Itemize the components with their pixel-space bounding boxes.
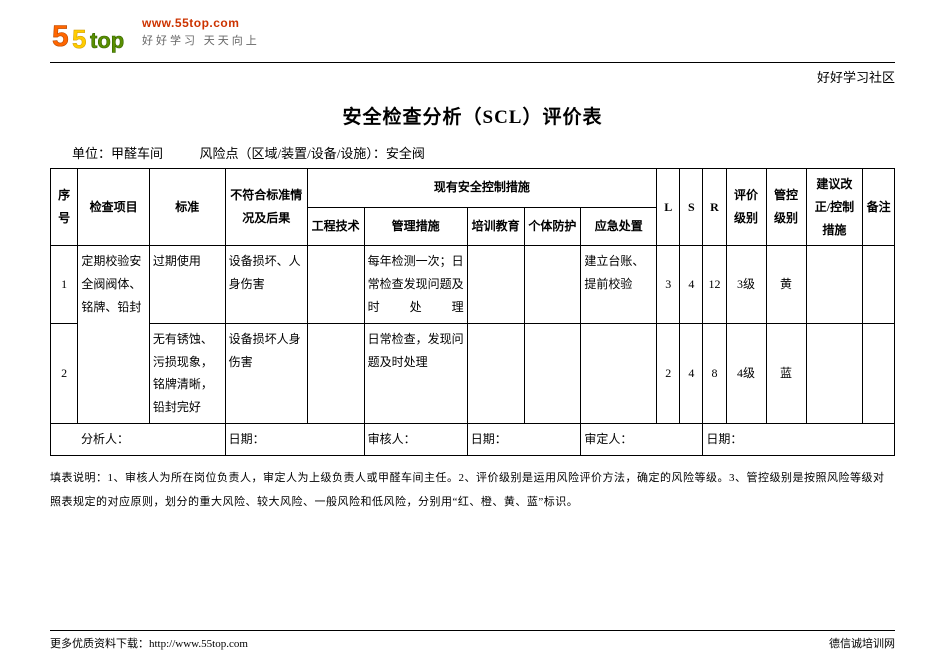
unit-label: 单位： <box>72 146 111 161</box>
cell-suggest <box>806 323 863 423</box>
col-eval-level: 评价级别 <box>726 169 766 246</box>
col-nonconform: 不符合标准情况及后果 <box>225 169 307 246</box>
logo-slogan: 好好学习 天天向上 <box>142 32 260 48</box>
cell-emerg: 建立台账、提前校验 <box>581 246 657 323</box>
cell-r: 12 <box>703 246 726 323</box>
svg-text:5: 5 <box>52 20 69 53</box>
scl-table: 序号 检查项目 标准 不符合标准情况及后果 现有安全控制措施 L S R 评价级… <box>50 168 895 456</box>
col-mgmt: 管理措施 <box>364 207 467 246</box>
footer-right: 德信诚培训网 <box>829 635 895 651</box>
cell-tech <box>307 246 364 323</box>
col-suggest: 建议改正/控制措施 <box>806 169 863 246</box>
col-measures: 现有安全控制措施 <box>307 169 656 208</box>
cell-emerg <box>581 323 657 423</box>
cell-eval-level: 3级 <box>726 246 766 323</box>
cell-remark <box>863 246 895 323</box>
sign-date-2: 日期： <box>467 423 581 455</box>
cell-ctrl-level: 蓝 <box>766 323 806 423</box>
col-emerg: 应急处置 <box>581 207 657 246</box>
cell-l: 3 <box>657 246 680 323</box>
cell-ctrl-level: 黄 <box>766 246 806 323</box>
header-rule <box>50 62 895 63</box>
site-logo: 5 5 top www.55top.com 好好学习 天天向上 <box>50 18 895 60</box>
cell-s: 4 <box>680 323 703 423</box>
cell-train <box>467 246 524 323</box>
cell-train <box>467 323 524 423</box>
cell-tech <box>307 323 364 423</box>
notes-block: 填表说明：1、审核人为所在岗位负责人，审定人为上级负责人或甲醛车间主任。2、评价… <box>50 466 895 514</box>
footer-left: 更多优质资料下载：http://www.55top.com <box>50 635 248 651</box>
sign-approver: 审定人： <box>581 423 703 455</box>
footer-rule <box>50 630 895 631</box>
sign-analyst: 分析人： <box>51 423 226 455</box>
cell-suggest <box>806 246 863 323</box>
col-remark: 备注 <box>863 169 895 246</box>
cell-r: 8 <box>703 323 726 423</box>
logo-55top-svg: 5 5 top <box>50 18 140 60</box>
cell-mgmt: 日常检查，发现问题及时处理 <box>364 323 467 423</box>
cell-l: 2 <box>657 323 680 423</box>
logo-url-text: www.55top.com <box>142 16 260 30</box>
document-title: 安全检查分析（SCL）评价表 <box>50 102 895 129</box>
risk-label: 风险点（区域/装置/设备/设施）： <box>200 146 386 161</box>
page-footer: 更多优质资料下载：http://www.55top.com 德信诚培训网 <box>50 630 895 651</box>
sign-reviewer: 审核人： <box>364 423 467 455</box>
cell-ppe <box>524 246 581 323</box>
col-ppe: 个体防护 <box>524 207 581 246</box>
cell-item-merged: 定期校验安全阀阀体、铭牌、铅封 <box>78 246 150 424</box>
unit-value: 甲醛车间 <box>111 146 163 161</box>
col-r: R <box>703 169 726 246</box>
cell-s: 4 <box>680 246 703 323</box>
sign-date-3: 日期： <box>703 423 895 455</box>
notes-label: 填表说明： <box>50 472 108 484</box>
table-row: 2 无有锈蚀、污损现象，铭牌清晰，铅封完好 设备损坏人身伤害 日常检查，发现问题… <box>51 323 895 423</box>
svg-text:5: 5 <box>72 24 86 54</box>
col-tech: 工程技术 <box>307 207 364 246</box>
footer-left-label: 更多优质资料下载： <box>50 638 149 650</box>
cell-standard: 过期使用 <box>149 246 225 323</box>
cell-standard: 无有锈蚀、污损现象，铭牌清晰，铅封完好 <box>149 323 225 423</box>
cell-nonconform: 设备损坏、人身伤害 <box>225 246 307 323</box>
svg-text:top: top <box>90 28 124 53</box>
header-right-text: 好好学习社区 <box>50 67 895 86</box>
cell-seq: 2 <box>51 323 78 423</box>
sign-date-1: 日期： <box>225 423 364 455</box>
col-s: S <box>680 169 703 246</box>
col-ctrl-level: 管控级别 <box>766 169 806 246</box>
meta-line: 单位：甲醛车间 风险点（区域/装置/设备/设施）：安全阀 <box>50 143 895 162</box>
notes-text: 1、审核人为所在岗位负责人，审定人为上级负责人或甲醛车间主任。2、评价级别是运用… <box>50 472 885 508</box>
col-l: L <box>657 169 680 246</box>
col-seq: 序号 <box>51 169 78 246</box>
cell-seq: 1 <box>51 246 78 323</box>
col-train: 培训教育 <box>467 207 524 246</box>
risk-value: 安全阀 <box>386 146 425 161</box>
cell-nonconform: 设备损坏人身伤害 <box>225 323 307 423</box>
cell-eval-level: 4级 <box>726 323 766 423</box>
table-row: 1 定期校验安全阀阀体、铭牌、铅封 过期使用 设备损坏、人身伤害 每年检测一次；… <box>51 246 895 323</box>
signature-row: 分析人： 日期： 审核人： 日期： 审定人： 日期： <box>51 423 895 455</box>
cell-ppe <box>524 323 581 423</box>
col-standard: 标准 <box>149 169 225 246</box>
cell-mgmt: 每年检测一次；日常检查发现问题及时处理 <box>364 246 467 323</box>
col-item: 检查项目 <box>78 169 150 246</box>
footer-left-url: http://www.55top.com <box>149 638 248 650</box>
cell-remark <box>863 323 895 423</box>
